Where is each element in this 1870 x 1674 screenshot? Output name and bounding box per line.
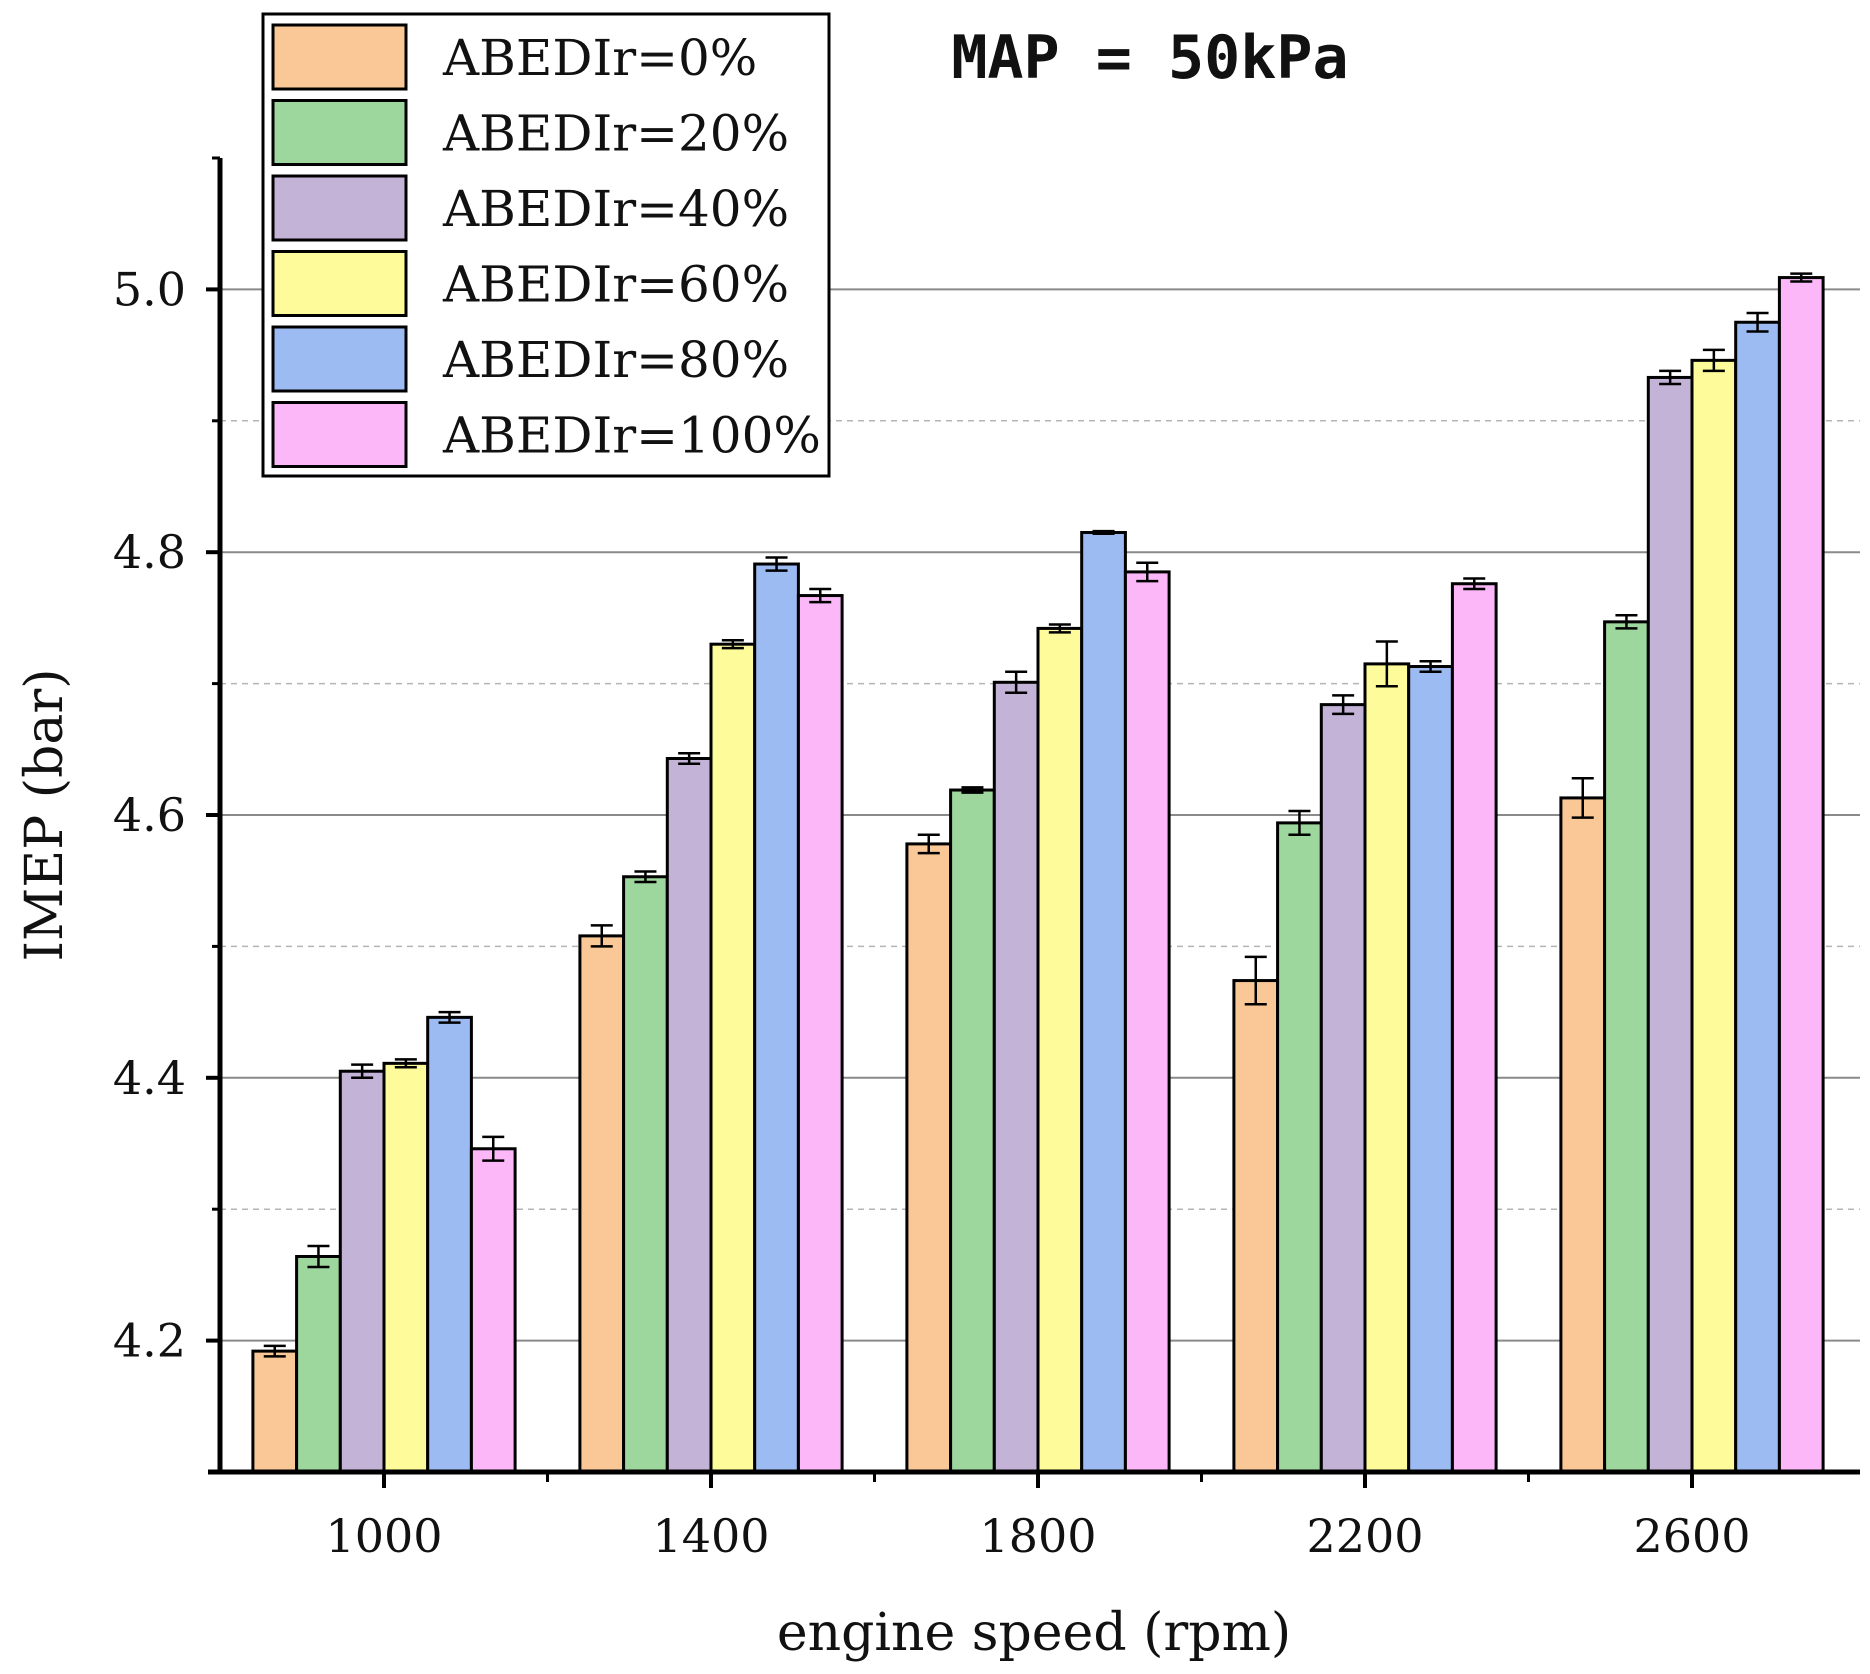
x-axis-title: engine speed (rpm) bbox=[777, 1603, 1291, 1663]
bar bbox=[578, 934, 626, 1474]
bars-layer bbox=[251, 272, 1825, 1474]
bar bbox=[905, 842, 953, 1474]
bar bbox=[1276, 821, 1323, 1474]
bar bbox=[796, 594, 844, 1474]
bar bbox=[1690, 358, 1738, 1474]
bar bbox=[1407, 665, 1454, 1474]
bar bbox=[338, 1069, 386, 1474]
bar bbox=[622, 875, 669, 1474]
bar bbox=[709, 642, 757, 1474]
x-tick-label: 2200 bbox=[1306, 1509, 1423, 1563]
bar bbox=[1734, 320, 1781, 1474]
y-tick-label: 4.6 bbox=[113, 788, 186, 842]
bar bbox=[382, 1061, 430, 1474]
x-tick-label: 1400 bbox=[652, 1509, 769, 1563]
legend-label: ABEDIr=60% bbox=[442, 256, 789, 314]
bar bbox=[1080, 530, 1127, 1474]
legend-label: ABEDIr=100% bbox=[442, 407, 821, 465]
legend-box bbox=[261, 12, 831, 478]
bar bbox=[426, 1015, 473, 1474]
x-tick-label: 1800 bbox=[979, 1509, 1096, 1563]
bar bbox=[1363, 662, 1411, 1474]
legend-swatch bbox=[271, 401, 408, 468]
y-axis-title: IMEP (bar) bbox=[15, 669, 75, 962]
bar bbox=[1036, 626, 1084, 1474]
y-tick-label: 4.4 bbox=[113, 1051, 186, 1105]
bar bbox=[1319, 703, 1367, 1474]
ticks-layer: 4.2 4.4 4.6 4.8 5.0 1000 1400 1800 2200 2600 bbox=[113, 156, 1751, 1563]
bar bbox=[1450, 582, 1498, 1474]
y-tick-label: 5.0 bbox=[113, 262, 186, 316]
bar bbox=[1123, 570, 1171, 1474]
x-tick-label: 1000 bbox=[325, 1509, 442, 1563]
bar bbox=[1232, 979, 1280, 1474]
legend-swatch bbox=[271, 250, 408, 317]
legend-swatch bbox=[271, 23, 408, 91]
legend-swatch bbox=[271, 325, 408, 393]
legend-label: ABEDIr=80% bbox=[442, 331, 789, 389]
bar bbox=[665, 756, 713, 1474]
legend-swatch bbox=[271, 99, 408, 166]
legend-label: ABEDIr=0% bbox=[442, 29, 757, 87]
bar bbox=[992, 680, 1040, 1474]
y-tick-label: 4.2 bbox=[113, 1314, 186, 1368]
bar bbox=[1646, 375, 1694, 1474]
legend-label: ABEDIr=40% bbox=[442, 180, 789, 238]
bar bbox=[753, 562, 800, 1474]
x-tick-label: 2600 bbox=[1633, 1509, 1750, 1563]
bar bbox=[1603, 620, 1650, 1474]
legend-swatch bbox=[271, 174, 408, 242]
bar bbox=[469, 1147, 517, 1474]
bar bbox=[251, 1349, 299, 1474]
legend-label: ABEDIr=20% bbox=[442, 105, 789, 163]
bar bbox=[295, 1255, 342, 1474]
bar bbox=[1559, 796, 1607, 1474]
y-tick-label: 4.8 bbox=[113, 525, 186, 579]
bar bbox=[949, 788, 996, 1474]
chart-title: MAP = 50kPa bbox=[951, 23, 1348, 93]
legend: ABEDIr=0% ABEDIr=20% ABEDIr=40% ABEDIr=60% A… bbox=[261, 12, 831, 478]
bar bbox=[1777, 276, 1825, 1474]
